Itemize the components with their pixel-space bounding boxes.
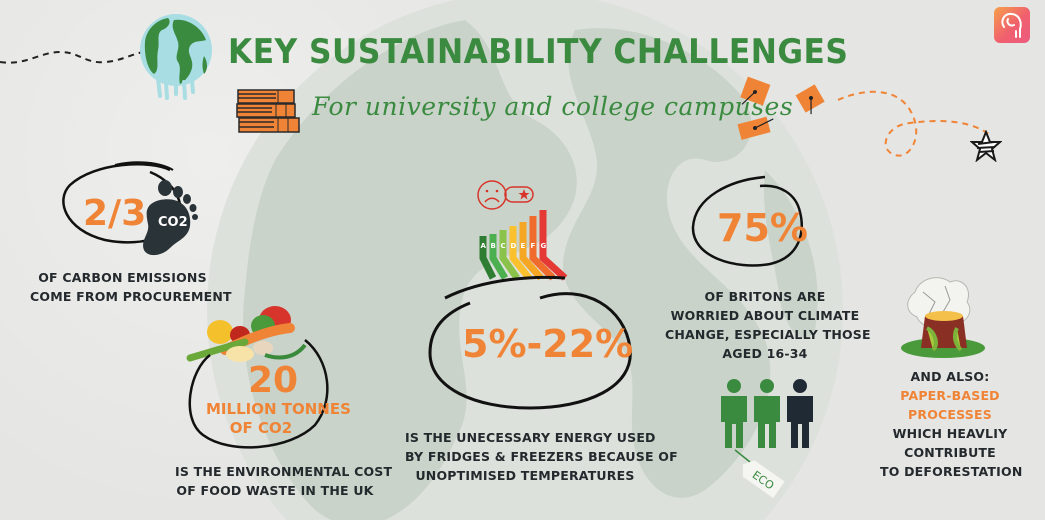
caption-line: BY FRIDGES & FREEZERS BECAUSE OF	[405, 449, 678, 464]
caption-procurement: OF CARBON EMISSIONS COME FROM PROCUREMEN…	[30, 268, 232, 306]
energy-label: A	[481, 242, 487, 250]
caption-line: AGED 16-34	[722, 346, 808, 361]
caption-line: WHICH HEAVLIY	[892, 426, 1008, 441]
energy-rating-icon: A B C D E F G	[479, 210, 568, 281]
energy-label: F	[531, 242, 536, 250]
energy-label: B	[491, 242, 496, 250]
energy-label: D	[511, 242, 517, 250]
sad-face-rating-icon	[477, 180, 534, 210]
caption-food-waste: IS THE ENVIRONMENTAL COST OF FOOD WASTE …	[175, 462, 393, 500]
stat-value-fridges: 5%-22%	[462, 322, 634, 366]
unit-line: OF CO2	[229, 419, 293, 437]
caption-paper: AND ALSO: PAPER-BASED PROCESSES WHICH HE…	[880, 367, 1023, 481]
co2-footprint-icon: CO2	[143, 180, 198, 256]
caption-line: TO DEFORESTATION	[880, 464, 1023, 479]
caption-line: IS THE ENVIRONMENTAL COST	[175, 464, 393, 479]
co2-label: CO2	[158, 215, 188, 230]
caption-line: UNOPTIMISED TEMPERATURES	[415, 468, 635, 483]
stat-value-food-waste: 20	[248, 360, 299, 401]
dashed-path-decoration	[0, 50, 144, 64]
caption-climate-worry: OF BRITONS ARE WORRIED ABOUT CLIMATE CHA…	[665, 287, 871, 363]
melting-earth-icon	[140, 14, 212, 100]
elephant-logo-icon	[994, 7, 1030, 43]
caption-line: OF BRITONS ARE	[704, 289, 826, 304]
stat-value-climate-worry: 75%	[717, 206, 808, 250]
circle-outline-decoration	[62, 161, 182, 244]
people-icon	[721, 379, 813, 448]
circle-outline-decoration	[188, 339, 329, 449]
page-title: KEY SUSTAINABILITY CHALLENGES	[228, 32, 849, 72]
caption-line: OF FOOD WASTE IN THE UK	[176, 483, 374, 498]
caption-lead: AND ALSO:	[910, 369, 990, 384]
eco-tag-icon: ECO	[734, 449, 785, 498]
energy-label: G	[541, 242, 547, 250]
caption-fridges: IS THE UNECESSARY ENERGY USED BY FRIDGES…	[405, 428, 678, 485]
stat-value-procurement: 2/3	[83, 193, 147, 234]
circle-outline-decoration	[691, 175, 803, 267]
books-icon	[236, 89, 300, 133]
circle-outline-decoration	[428, 275, 632, 410]
unit-line: MILLION TONNES	[206, 400, 351, 418]
caption-line: WORRIED ABOUT CLIMATE	[670, 308, 860, 323]
tree-stump-paper-icon	[901, 277, 985, 358]
vegetables-icon	[186, 306, 307, 362]
page-subtitle: For university and college campuses	[312, 92, 794, 121]
caption-line: OF CARBON EMISSIONS	[38, 270, 207, 285]
caption-highlight: PAPER-BASED	[900, 388, 1000, 403]
graduation-caps-icon	[737, 76, 825, 140]
star-icon	[970, 130, 1002, 162]
caption-line: IS THE UNECESSARY ENERGY USED	[405, 430, 656, 445]
energy-label: C	[501, 242, 506, 250]
caption-line: COME FROM PROCUREMENT	[30, 289, 232, 304]
stat-unit-food-waste: MILLION TONNES OF CO2	[206, 400, 351, 438]
energy-label: E	[521, 242, 526, 250]
caption-highlight: PROCESSES	[908, 407, 992, 422]
caption-line: CONTRIBUTE	[904, 445, 996, 460]
caption-line: CHANGE, ESPECIALLY THOSE	[665, 327, 871, 342]
